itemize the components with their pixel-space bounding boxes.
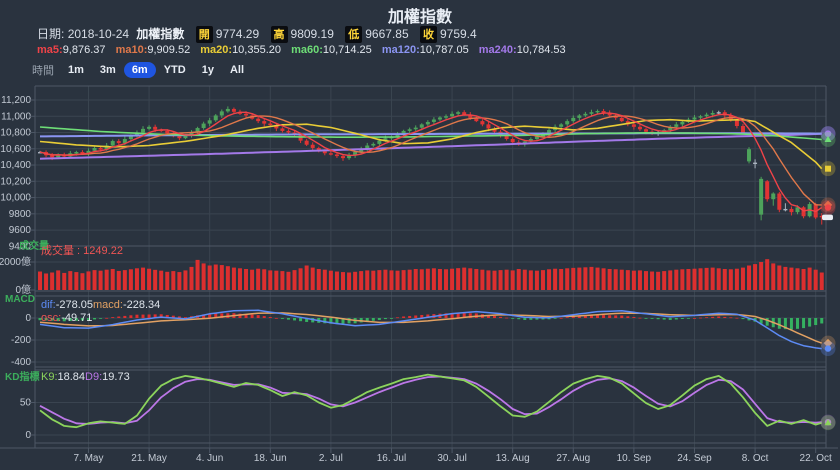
svg-text:21. May: 21. May [131,453,167,464]
svg-text:27. Aug: 27. Aug [556,453,590,464]
dif-macd-line: dif:-278.05macd:-228.34 [41,299,160,312]
svg-text:9800: 9800 [9,209,32,220]
svg-text:8. Oct: 8. Oct [742,453,769,464]
svg-text:9600: 9600 [9,225,32,236]
svg-text:24. Sep: 24. Sep [677,453,712,464]
range-button-3m[interactable]: 3m [99,64,116,76]
svg-text:16. Jul: 16. Jul [377,453,406,464]
last-close-marker [822,214,833,221]
svg-text:11,200: 11,200 [1,95,31,106]
svg-text:30. Jul: 30. Jul [437,453,466,464]
high-value: 9809.19 [290,27,334,41]
dif-value: -278.05 [55,299,93,311]
open-badge: 開 [195,26,213,43]
time-range-toolbar: 時間 1m 3m 6m YTD 1y All [32,62,252,78]
range-button-6m[interactable]: 6m [123,62,156,78]
range-button-ytd[interactable]: YTD [163,64,186,76]
ma10-value: 9,909.52 [147,44,191,56]
svg-text:11,000: 11,000 [1,111,31,122]
macd-readout: dif:-278.05macd:-228.34 osc:-49.71 [41,299,160,325]
high-badge: 高 [270,26,288,43]
low-badge: 低 [345,26,363,43]
volume-readout: 成交量 : 1249.22 [41,245,123,257]
last-value-markers-layer [820,126,836,431]
svg-text:10,200: 10,200 [0,176,31,187]
ma5-label: ma5: [37,44,63,56]
svg-text:9400: 9400 [9,241,32,252]
svg-text:0億: 0億 [15,283,31,296]
volume-bars-layer [38,259,824,290]
axis-labels-layer: 11,200 11,000 10,800 10,600 10,400 10,200 10,0… [0,95,832,464]
osc-value: -49.71 [61,312,93,324]
kd-layer [39,373,822,429]
ma20-value: 10,355.20 [232,44,281,56]
svg-text:0: 0 [25,313,31,324]
macd-pane-title: MACD [5,294,35,305]
svg-text:2000億: 2000億 [0,255,31,268]
svg-text:10,800: 10,800 [0,128,31,139]
svg-text:13. Aug: 13. Aug [496,453,530,464]
d9-value: 19.73 [102,371,130,383]
ma-lines-layer [39,111,823,213]
svg-text:10,400: 10,400 [0,160,31,171]
ma120-label: ma120: [381,44,420,56]
kd-pane-title: KD指標 [5,372,40,383]
close-value: 9759.4 [439,27,477,41]
svg-text:-200: -200 [11,335,31,346]
k9-label: K9: [41,371,58,383]
k9-value: 18.84 [57,371,86,383]
dif-label: dif: [41,299,56,311]
macd-value: -228.34 [122,299,161,311]
svg-text:22. Oct: 22. Oct [800,453,832,464]
svg-text:4. Jun: 4. Jun [196,453,223,464]
svg-text:-400: -400 [11,357,31,368]
svg-text:0: 0 [25,430,31,441]
ma20-label: ma20: [200,44,233,56]
ma120-value: 10,787.05 [419,44,469,56]
d9-label: D9: [85,371,103,383]
volume-pane-title: 成交量 [19,241,49,252]
svg-text:10,600: 10,600 [0,144,31,155]
range-button-all[interactable]: All [229,64,245,76]
ma5-value: 9,876.37 [62,44,106,56]
ma-values-bar: ma5:9,876.37 ma10:9,909.52 ma20:10,355.2… [37,44,566,56]
range-button-1m[interactable]: 1m [68,64,84,76]
macd-layer [38,309,824,350]
svg-text:2. Jul: 2. Jul [319,453,343,464]
svg-text:7. May: 7. May [73,453,103,464]
ma240-value: 10,784.53 [516,44,566,56]
svg-text:18. Jun: 18. Jun [254,453,287,464]
index-name: 加權指數 [136,27,185,41]
osc-line: osc:-49.71 [41,312,160,325]
grid-layer [0,85,838,449]
kd-readout: K9:18.84D9:19.73 [41,371,130,383]
ma60-value: 10,714.25 [322,44,372,56]
ma10-label: ma10: [115,44,148,56]
time-range-label: 時間 [32,65,54,77]
ma60-label: ma60: [291,44,323,56]
date-value: 2018-10-24 [67,27,130,41]
page-title: 加權指數 [387,9,452,26]
open-value: 9774.29 [215,27,260,41]
svg-text:10,000: 10,000 [0,193,31,204]
macd-label: macd: [93,299,123,311]
svg-text:10. Sep: 10. Sep [617,453,652,464]
svg-text:50: 50 [20,398,32,409]
range-button-1y[interactable]: 1y [201,64,214,76]
ma240-label: ma240: [478,44,517,56]
low-value: 9667.85 [365,27,409,41]
close-badge: 收 [419,26,437,43]
candles-layer [38,106,824,225]
date-label: 日期: [37,27,65,41]
osc-label: osc: [41,312,62,324]
